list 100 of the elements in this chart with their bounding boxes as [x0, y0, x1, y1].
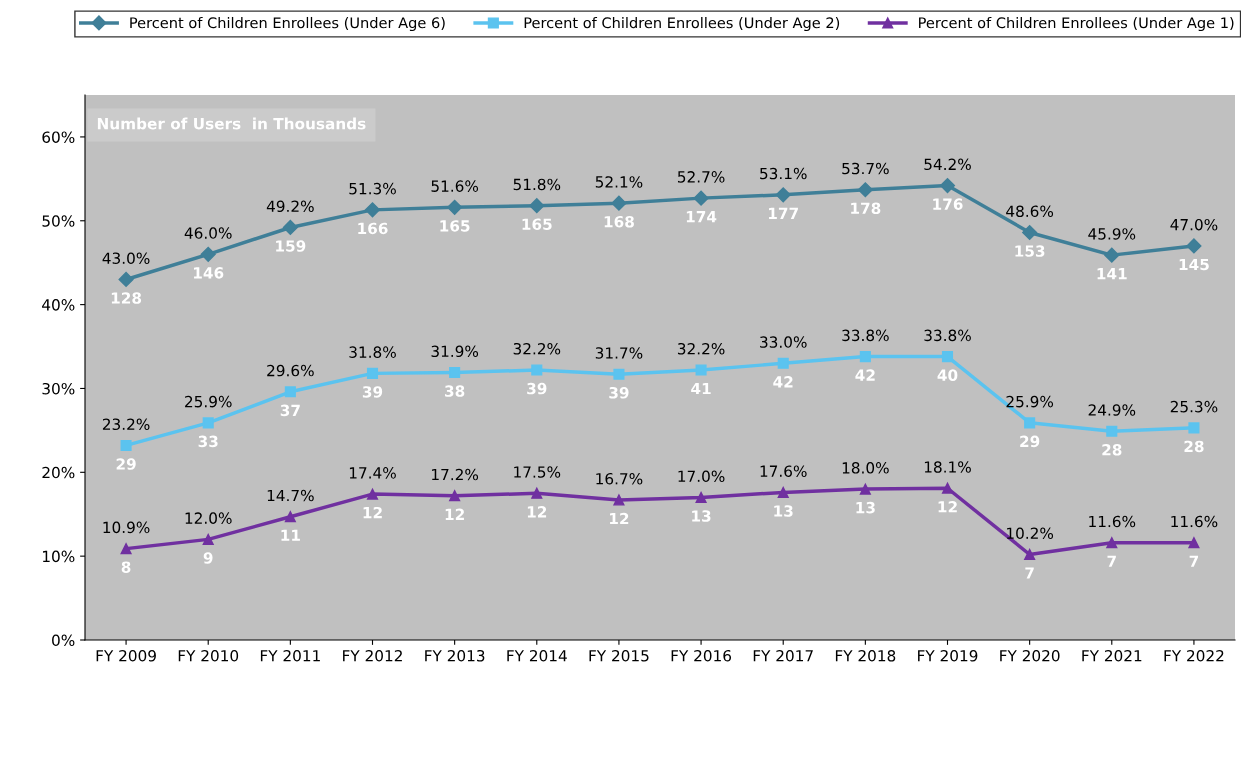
data-label: 18.1% [924, 461, 971, 473]
annotation: 177 [768, 207, 798, 219]
data-label: 51.3% [349, 182, 396, 195]
data-label: 11.6% [1089, 515, 1136, 528]
point [695, 491, 707, 504]
point [529, 198, 545, 214]
data-label: 45.9% [1088, 228, 1136, 240]
y-tick-label: 40% [42, 299, 75, 311]
x-tick-label: FY 2016 [671, 649, 732, 662]
annotation: 28 [1184, 440, 1204, 453]
data-label: 53.7% [842, 162, 889, 175]
point [613, 368, 625, 380]
point [613, 494, 625, 506]
x-tick-label: FY 2014 [507, 649, 567, 662]
annotation: 39 [362, 386, 383, 398]
point [859, 483, 871, 495]
y-tick-label: 10% [43, 550, 75, 563]
point [282, 219, 298, 236]
annotation: 11 [281, 529, 300, 541]
annotation: 13 [692, 510, 711, 522]
data-label: 10.9% [103, 521, 150, 534]
annotation: 7 [1025, 567, 1034, 579]
data-label: 25.9% [185, 395, 232, 408]
data-label: 51.8% [513, 178, 561, 191]
data-label: 33.0% [760, 336, 807, 348]
point [364, 202, 381, 218]
annotation: 174 [686, 211, 717, 223]
annotation: 165 [522, 218, 552, 230]
annotation: 12 [527, 506, 547, 518]
data-label: 51.6% [431, 180, 479, 192]
annotation: 141 [1097, 268, 1127, 280]
x-tick-label: FY 2020 [1000, 649, 1060, 662]
point [531, 364, 543, 376]
point [447, 199, 463, 215]
annotation: 28 [1102, 443, 1122, 456]
data-label: 29.6% [267, 364, 314, 377]
annotation: 8 [121, 561, 131, 573]
annotation: 168 [604, 215, 634, 228]
point [120, 543, 132, 555]
point [693, 190, 709, 206]
x-tick-label: FY 2021 [1082, 649, 1142, 662]
annotation: 12 [938, 501, 957, 513]
data-label: 17.4% [349, 467, 396, 479]
annotation: 42 [773, 376, 793, 388]
point [366, 367, 379, 379]
data-label: 46.0% [184, 227, 232, 239]
annotation: 9 [203, 552, 213, 564]
point [202, 417, 214, 429]
data-label: 43.0% [102, 252, 150, 264]
data-label: 32.2% [677, 343, 725, 355]
point [1024, 548, 1036, 561]
x-tick-label: FY 2015 [589, 649, 649, 662]
data-label: 31.7% [595, 347, 643, 359]
x-tick-label: FY 2011 [260, 649, 320, 662]
annotation: 13 [856, 501, 875, 514]
point [449, 490, 461, 502]
point [939, 177, 956, 194]
data-label: 24.9% [1088, 404, 1136, 416]
data-label: 17.0% [678, 470, 725, 482]
data-label: 32.2% [513, 343, 561, 355]
point [366, 488, 379, 500]
data-label: 48.6% [1006, 205, 1054, 218]
annotation: 12 [610, 512, 629, 525]
point [202, 533, 214, 545]
data-label: 33.8% [842, 329, 889, 342]
data-label: 17.2% [432, 468, 479, 481]
data-label: 54.2% [924, 158, 971, 171]
annotation: 29 [1020, 435, 1040, 448]
legend-label: Percent of Children Enrollees (Under Age 2) [524, 16, 840, 32]
x-tick-label: FY 2018 [835, 649, 896, 662]
y-tick-label: 20% [42, 466, 75, 479]
x-tick-label: FY 2010 [178, 649, 239, 662]
data-label: 31.9% [431, 345, 479, 358]
x-tick-label: FY 2019 [918, 649, 978, 662]
annotation: 178 [851, 202, 881, 215]
point [284, 386, 296, 398]
data-label: 25.3% [1170, 400, 1218, 413]
annotation: 146 [193, 267, 224, 279]
point [857, 182, 873, 198]
x-tick-label: FY 2022 [1164, 649, 1224, 662]
x-tick-label: FY 2013 [425, 649, 485, 662]
legend-label: Percent of Children Enrollees (Under Age 6) [130, 16, 445, 32]
point [695, 364, 707, 376]
annotation: 153 [1015, 245, 1045, 257]
y-tick-label: 0% [52, 634, 75, 647]
data-label: 52.1% [595, 176, 643, 188]
point [1104, 247, 1120, 263]
x-tick-label: FY 2017 [753, 649, 813, 662]
point [1106, 537, 1118, 549]
data-label: 17.6% [760, 465, 807, 477]
annotation: 176 [933, 198, 963, 210]
annotation: 38 [445, 385, 465, 397]
point [449, 366, 461, 379]
point [941, 351, 954, 363]
annotation: 128 [111, 292, 142, 304]
annotation: 37 [280, 404, 300, 417]
data-label: 14.7% [267, 489, 314, 502]
legend-label: Percent of Children Enrollees (Under Age 1) [919, 16, 1234, 32]
point [118, 271, 134, 288]
y-tick-label: 30% [42, 382, 75, 395]
